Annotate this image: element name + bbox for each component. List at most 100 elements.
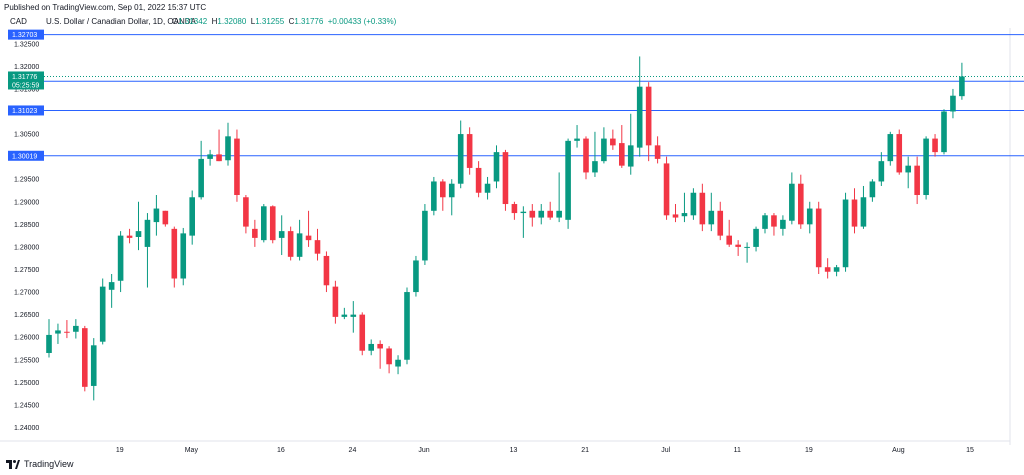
candle-body-down: [82, 328, 88, 387]
candle-body-down: [771, 215, 777, 227]
candle-body-up: [189, 197, 195, 236]
y-tick-label: 1.31500: [14, 86, 39, 93]
candle-body-down: [529, 210, 536, 218]
x-tick-label: 13: [510, 447, 518, 454]
candle-body-down: [305, 235, 312, 241]
y-tick-label: 1.24000: [14, 425, 39, 432]
candle-body-up: [117, 235, 124, 281]
candle-body-up: [923, 138, 929, 196]
high-value: 1.32080: [217, 17, 247, 26]
x-tick-label: Aug: [892, 447, 905, 454]
y-tick-label: 1.27000: [14, 290, 39, 297]
level-label: 1.31023: [12, 108, 37, 115]
candle-body-up: [789, 183, 795, 221]
candle-body-up: [708, 210, 715, 225]
candle-body-down: [672, 214, 679, 218]
candle-body-up: [636, 86, 643, 148]
candle-body-down: [610, 138, 616, 146]
candle-body-down: [717, 210, 724, 236]
candle-body-down: [547, 210, 553, 218]
candle-body-down: [64, 331, 70, 333]
candle-body-down: [440, 181, 446, 198]
candle-body-up: [90, 345, 97, 386]
candle-body-down: [914, 165, 920, 196]
candle-body-down: [377, 343, 383, 349]
candle-body-up: [601, 138, 607, 162]
candle-body-down: [252, 228, 258, 238]
candle-body-up: [55, 330, 61, 334]
candle-body-up: [681, 213, 688, 217]
candle-body-up: [520, 211, 527, 214]
candle-body-down: [502, 152, 509, 205]
candle-body-up: [833, 267, 840, 272]
candle-body-down: [162, 210, 169, 225]
candle-body-up: [950, 95, 956, 112]
candle-body-up: [753, 228, 759, 247]
y-tick-label: 1.32000: [14, 64, 39, 71]
candle-body-down: [663, 163, 670, 216]
x-tick-label: 15: [966, 447, 974, 454]
candle-body-up: [180, 233, 187, 279]
high-label: H: [211, 17, 218, 26]
candle-body-up: [905, 165, 911, 173]
x-tick-label: 21: [581, 447, 589, 454]
candle-body-down: [815, 208, 822, 268]
candle-body-down: [645, 86, 652, 146]
candle-body-down: [824, 267, 831, 272]
candle-body-up: [261, 206, 267, 241]
candle-body-up: [431, 181, 437, 211]
y-tick-label: 1.28500: [14, 222, 39, 229]
y-tick-label: 1.25500: [14, 357, 39, 364]
candle-body-up: [878, 161, 885, 182]
candle-body-up: [806, 208, 813, 225]
candle-body-up: [744, 246, 750, 248]
chart-title: U.S. Dollar / Canadian Dollar, 1D, OANDA: [46, 17, 196, 26]
candle-body-up: [207, 154, 213, 159]
candle-body-up: [592, 161, 598, 173]
candle-body-up: [780, 219, 786, 229]
candle-body-up: [556, 210, 562, 218]
candle-body-up: [278, 231, 285, 238]
x-tick-label: 24: [349, 447, 357, 454]
candle-body-down: [851, 199, 858, 227]
candle-body-up: [368, 343, 374, 351]
candle-body-up: [404, 292, 410, 360]
candle-body-up: [860, 197, 867, 227]
candle-body-up: [690, 192, 697, 216]
x-tick-label: 19: [116, 447, 124, 454]
y-tick-label: 1.28000: [14, 244, 39, 251]
x-tick-label: 16: [277, 447, 285, 454]
tradingview-logo-icon: [6, 459, 20, 469]
candle-body-up: [538, 210, 545, 218]
level-label: 1.30019: [12, 153, 37, 160]
x-tick-label: 19: [805, 447, 813, 454]
candle-body-down: [699, 192, 706, 225]
candle-body-up: [869, 181, 876, 198]
candle-body-down: [269, 206, 276, 241]
y-tick-label: 1.26000: [14, 335, 39, 342]
candle-body-up: [842, 199, 849, 268]
candle-body-up: [46, 334, 52, 353]
candle-body-up: [484, 183, 491, 193]
symbol-label: CAD: [10, 17, 27, 26]
candle-body-down: [287, 231, 294, 257]
candle-body-down: [654, 145, 661, 159]
published-line: Published on TradingView.com, Sep 01, 20…: [4, 3, 207, 12]
low-value: 1.31255: [255, 17, 285, 26]
brand-name: TradingView: [24, 459, 74, 469]
candle-body-up: [457, 134, 464, 184]
brand: TradingView: [6, 459, 74, 469]
x-tick-label: Jun: [418, 447, 429, 454]
open-label: O: [172, 17, 179, 26]
x-tick-label: 11: [734, 447, 741, 454]
y-tick-label: 1.25000: [14, 380, 39, 387]
level-label-bg: [8, 29, 44, 40]
y-tick-label: 1.27500: [14, 267, 39, 274]
candle-body-down: [359, 314, 366, 351]
candle-body-up: [574, 138, 580, 141]
candle-body-down: [466, 134, 473, 168]
x-tick-label: May: [185, 447, 199, 454]
candle-body-down: [171, 228, 178, 279]
x-tick-label: Jul: [661, 447, 670, 454]
